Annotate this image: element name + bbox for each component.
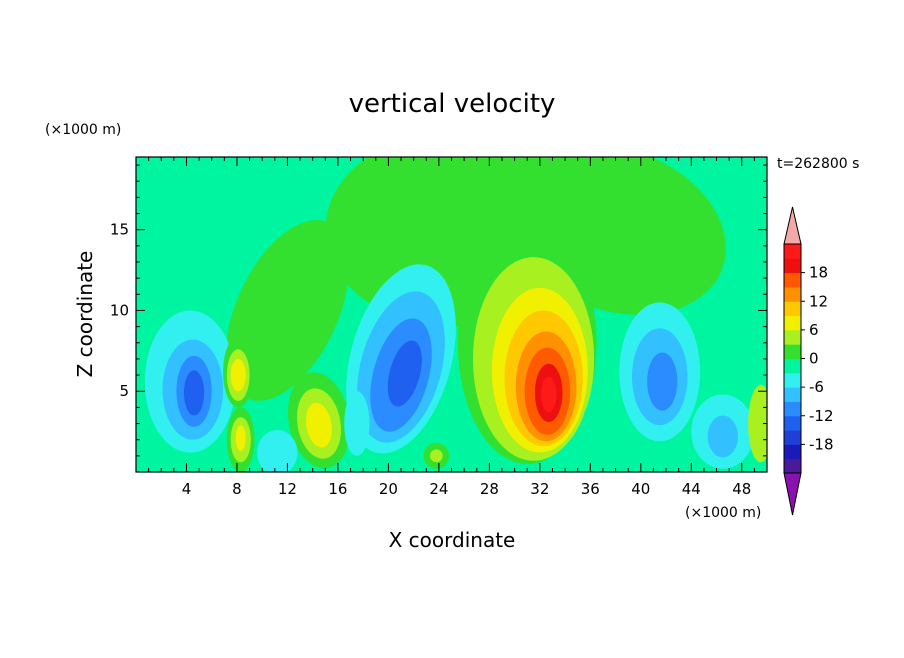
- colorbar-swatch: [784, 286, 801, 302]
- contour-region: [257, 430, 298, 472]
- y-axis-label: Z coordinate: [73, 251, 97, 378]
- x-axis-label: X coordinate: [389, 528, 516, 552]
- colorbar-swatch: [784, 258, 801, 274]
- colorbar-tick-label: 6: [809, 321, 819, 339]
- colorbar-swatch: [784, 387, 801, 402]
- contour-field: [144, 157, 767, 472]
- colorbar-swatch: [784, 344, 801, 359]
- colorbar-overflow-high: [783, 206, 802, 245]
- colorbar-swatch: [784, 458, 801, 474]
- colorbar-swatch: [784, 315, 801, 331]
- colorbar-overflow-low: [783, 472, 802, 516]
- contour-region: [305, 402, 333, 448]
- contour-region: [235, 425, 246, 452]
- colorbar-swatch: [784, 401, 801, 417]
- x-tick-label: 20: [379, 480, 398, 498]
- colorbar-swatch: [784, 301, 801, 317]
- colorbar-tick-label: -12: [809, 407, 834, 425]
- x-tick-label: 36: [581, 480, 600, 498]
- contour-region: [344, 391, 370, 456]
- x-tick-label: 44: [682, 480, 701, 498]
- x-tick-label: 24: [429, 480, 448, 498]
- colorbar-tick-label: 0: [809, 350, 819, 368]
- y-unit-label: (×1000 m): [45, 122, 121, 138]
- x-tick-label: 12: [278, 480, 297, 498]
- contour-region: [183, 370, 205, 416]
- colorbar: -18 -12 -6 0 6 12 18: [783, 206, 834, 516]
- x-tick-label: 32: [530, 480, 549, 498]
- contour-region: [748, 384, 767, 463]
- contour-region: [581, 399, 612, 464]
- x-tick-label: 8: [232, 480, 242, 498]
- y-tick-label: 10: [110, 301, 129, 319]
- colorbar-swatch: [784, 430, 801, 445]
- contour-region: [387, 340, 422, 407]
- contour-region: [230, 358, 246, 392]
- x-tick-label: 40: [631, 480, 650, 498]
- contour-region: [541, 376, 557, 413]
- x-axis: 4 8 12 16 20 24 28 32 36 40 44 48: [148, 157, 755, 498]
- colorbar-tick-label: -18: [809, 435, 834, 453]
- colorbar-tick-label: 12: [809, 292, 828, 310]
- colorbar-swatch: [784, 329, 801, 345]
- x-unit-label: (×1000 m): [685, 505, 761, 521]
- y-axis: 5 10 15: [110, 164, 767, 457]
- colorbar-swatch: [784, 444, 801, 460]
- x-tick-label: 4: [182, 480, 192, 498]
- contour-region: [430, 449, 443, 463]
- y-tick-label: 5: [119, 382, 129, 400]
- chart-title: vertical velocity: [349, 89, 556, 119]
- colorbar-swatch: [784, 244, 801, 259]
- time-label: t=262800 s: [777, 156, 859, 172]
- contour-region: [707, 415, 738, 458]
- x-tick-label: 48: [732, 480, 751, 498]
- contour-region: [226, 220, 349, 401]
- x-tick-label: 16: [328, 480, 347, 498]
- y-tick-label: 15: [110, 221, 129, 239]
- colorbar-swatch: [784, 358, 801, 374]
- colorbar-tick-label: -6: [809, 378, 824, 396]
- contour-region: [647, 352, 678, 411]
- colorbar-swatch: [784, 372, 801, 388]
- x-tick-label: 28: [480, 480, 499, 498]
- colorbar-swatch: [784, 415, 801, 431]
- colorbar-swatch: [784, 272, 801, 288]
- colorbar-tick-label: 18: [809, 264, 828, 282]
